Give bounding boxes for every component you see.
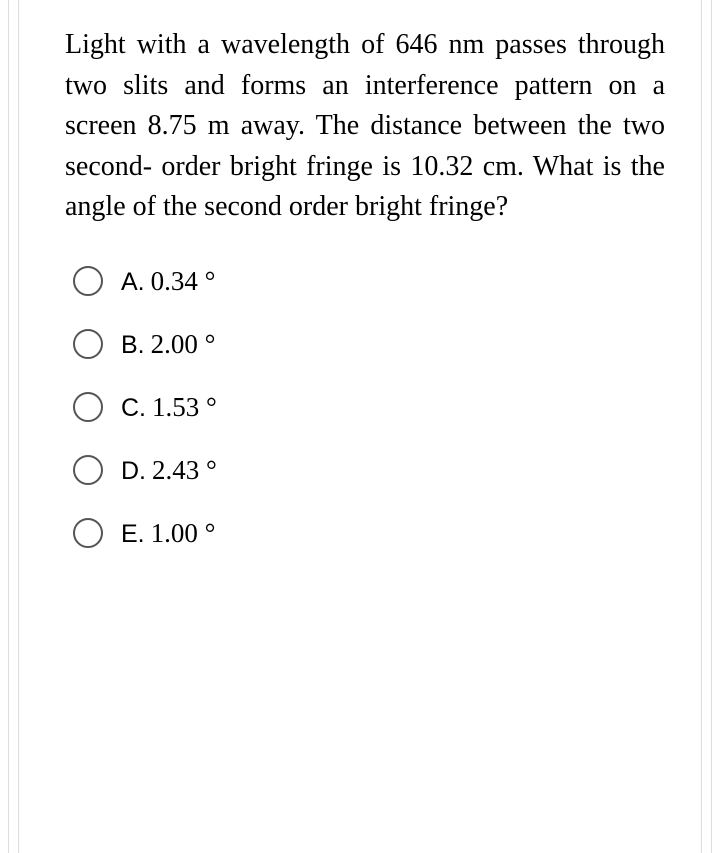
option-value: 1.00 °: [151, 518, 216, 549]
option-e[interactable]: E. 1.00 °: [73, 518, 665, 549]
radio-button-c[interactable]: [73, 392, 103, 422]
radio-button-e[interactable]: [73, 518, 103, 548]
option-label: C. 1.53 °: [121, 392, 217, 423]
option-c[interactable]: C. 1.53 °: [73, 392, 665, 423]
option-d[interactable]: D. 2.43 °: [73, 455, 665, 486]
option-value: 2.43 °: [152, 455, 217, 486]
option-label: E. 1.00 °: [121, 518, 215, 549]
option-value: 1.53 °: [152, 392, 217, 423]
radio-button-a[interactable]: [73, 266, 103, 296]
radio-button-b[interactable]: [73, 329, 103, 359]
option-letter: E.: [121, 520, 145, 549]
options-list: A. 0.34 ° B. 2.00 ° C. 1.53 ° D. 2.43 °: [65, 266, 665, 549]
question-block: Light with a wavelength of 646 nm passes…: [65, 25, 665, 549]
question-text: Light with a wavelength of 646 nm passes…: [65, 25, 665, 228]
option-letter: C.: [121, 394, 146, 423]
option-letter: D.: [121, 457, 146, 486]
option-letter: A.: [121, 268, 145, 297]
option-value: 2.00 °: [151, 329, 216, 360]
option-label: A. 0.34 °: [121, 266, 215, 297]
radio-button-d[interactable]: [73, 455, 103, 485]
option-a[interactable]: A. 0.34 °: [73, 266, 665, 297]
option-label: B. 2.00 °: [121, 329, 215, 360]
option-value: 0.34 °: [151, 266, 216, 297]
option-b[interactable]: B. 2.00 °: [73, 329, 665, 360]
option-label: D. 2.43 °: [121, 455, 217, 486]
option-letter: B.: [121, 331, 145, 360]
